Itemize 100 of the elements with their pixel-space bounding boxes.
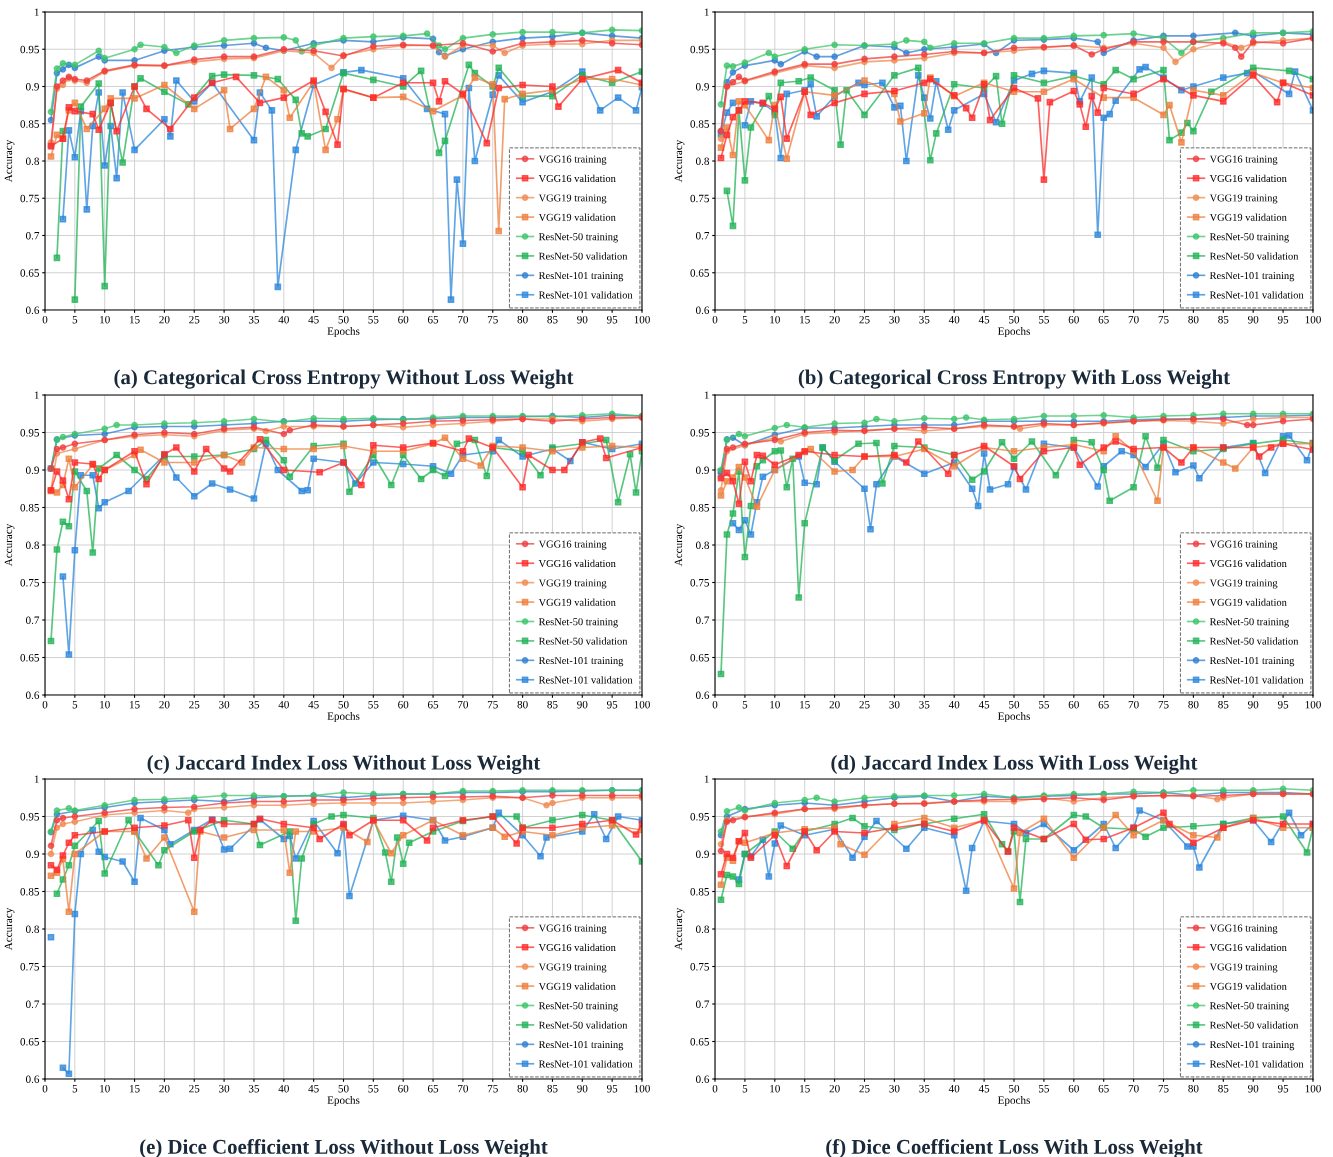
x-axis-title: Epochs (327, 1096, 360, 1107)
x-tick-label: 90 (1248, 700, 1259, 709)
legend-label: VGG16 validation (1209, 943, 1287, 952)
legend-label: ResNet-50 validation (538, 1021, 628, 1029)
x-tick-label: 5 (72, 315, 78, 324)
legend-label: ResNet-50 training (538, 233, 618, 243)
x-tick-label: 90 (1248, 1084, 1259, 1093)
legend-label: ResNet-50 training (1209, 618, 1289, 628)
x-tick-label: 20 (159, 700, 170, 709)
x-tick-label: 70 (1128, 1084, 1139, 1093)
y-tick-label: 0.7 (695, 616, 710, 625)
legend-label: VGG19 validation (538, 598, 616, 606)
x-tick-label: 70 (1128, 700, 1139, 709)
x-tick-label: 65 (427, 700, 439, 709)
x-tick-label: 60 (398, 315, 409, 324)
x-tick-label: 45 (308, 315, 319, 324)
legend-label: VGG16 validation (1209, 559, 1287, 568)
legend-label: VGG16 training (1209, 155, 1278, 165)
x-tick-label: 65 (427, 1084, 439, 1093)
x-tick-label: 50 (338, 700, 349, 709)
x-tick-label: 55 (368, 700, 379, 709)
x-tick-label: 80 (1188, 315, 1199, 324)
legend-label: VGG19 training (538, 194, 607, 204)
text: (c) Jaccard Index Loss Without Loss Weight (147, 755, 541, 775)
x-tick-label: 65 (1098, 700, 1109, 709)
x-tick-label: 35 (248, 700, 260, 709)
y-tick-label: 0.65 (690, 1037, 710, 1046)
legend-label: VGG16 training (1209, 540, 1278, 550)
y-tick-label: 0.75 (20, 578, 40, 587)
text: (b) Categorical Cross Entropy With Loss Weight (798, 369, 1231, 389)
x-tick-label: 90 (1248, 315, 1259, 324)
y-tick-label: 0.8 (695, 925, 710, 934)
y-tick-label: 1 (34, 8, 39, 16)
x-tick-label: 95 (1277, 700, 1289, 709)
x-tick-label: 90 (577, 315, 588, 324)
legend-label: ResNet-50 validation (1209, 252, 1299, 260)
legend-label: VGG19 validation (1209, 982, 1287, 990)
legend-label: VGG19 validation (1209, 598, 1287, 606)
y-tick-label: 0.7 (25, 616, 40, 625)
legend-label: ResNet-50 validation (538, 252, 628, 260)
y-axis-title: Accuracy (4, 523, 15, 567)
y-axis-title: Accuracy (674, 523, 685, 567)
x-tick-label: 85 (547, 1084, 558, 1093)
y-tick-label: 0.8 (695, 157, 710, 166)
x-tick-label: 70 (458, 1084, 469, 1093)
x-tick-label: 100 (634, 700, 650, 709)
x-tick-label: 20 (159, 315, 170, 324)
x-axis-title: Epochs (997, 712, 1030, 723)
x-tick-label: 35 (248, 315, 260, 324)
x-tick-label: 0 (712, 700, 718, 709)
legend-label: ResNet-50 training (538, 1002, 618, 1012)
x-tick-label: 75 (1158, 1084, 1169, 1093)
x-tick-label: 100 (634, 315, 650, 324)
y-tick-label: 0.8 (25, 157, 40, 166)
y-tick-label: 0.85 (690, 120, 710, 128)
x-tick-label: 40 (948, 700, 960, 709)
x-tick-label: 75 (487, 315, 498, 324)
x-tick-label: 45 (308, 700, 319, 709)
x-tick-label: 95 (606, 315, 618, 324)
y-axis-title: Accuracy (674, 139, 685, 183)
x-tick-label: 30 (219, 700, 230, 709)
y-tick-label: 0.85 (20, 503, 40, 512)
y-axis-title: Accuracy (4, 907, 15, 951)
y-tick-label: 1 (34, 391, 39, 399)
y-tick-label: 0.8 (695, 541, 710, 550)
legend-label: ResNet-101 validation (538, 676, 633, 684)
x-tick-label: 95 (1277, 1084, 1289, 1093)
x-tick-label: 40 (948, 1084, 960, 1093)
x-tick-label: 70 (458, 700, 469, 709)
x-tick-label: 10 (770, 315, 780, 324)
y-tick-label: 0.75 (690, 578, 710, 587)
x-tick-label: 35 (919, 1084, 930, 1093)
x-tick-label: 60 (1068, 315, 1079, 324)
y-tick-label: 0.65 (20, 1037, 40, 1046)
y-tick-label: 0.85 (690, 503, 710, 512)
y-tick-label: 0.7 (695, 231, 710, 240)
x-tick-label: 40 (278, 315, 289, 324)
x-tick-label: 60 (1068, 700, 1079, 709)
x-tick-label: 85 (1218, 700, 1229, 709)
x-tick-label: 55 (1038, 700, 1050, 709)
x-tick-label: 65 (1098, 315, 1109, 324)
x-tick-label: 40 (278, 1084, 289, 1093)
x-tick-label: 30 (219, 315, 230, 324)
x-tick-label: 50 (338, 1084, 349, 1093)
y-tick-label: 0.75 (20, 962, 40, 971)
x-tick-label: 80 (517, 1084, 528, 1093)
legend-label: ResNet-101 validation (538, 1060, 633, 1068)
text: (d) Jaccard Index Loss With Loss Weight (831, 755, 1198, 775)
x-tick-label: 95 (606, 1084, 618, 1093)
y-tick-label: 0.7 (25, 231, 40, 240)
x-tick-label: 80 (1188, 700, 1199, 709)
y-tick-label: 0.6 (695, 306, 710, 315)
x-tick-label: 85 (1218, 315, 1229, 324)
x-tick-label: 55 (1038, 1084, 1050, 1093)
x-tick-label: 45 (978, 315, 990, 324)
y-tick-label: 1 (704, 8, 709, 16)
y-tick-label: 0.9 (25, 466, 39, 475)
legend-label: ResNet-101 validation (1209, 291, 1304, 299)
y-tick-label: 0.95 (20, 428, 40, 437)
legend-label: ResNet-50 training (538, 618, 618, 628)
